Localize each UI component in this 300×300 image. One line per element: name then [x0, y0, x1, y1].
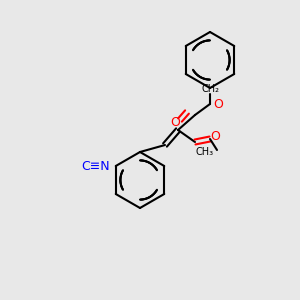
Text: CH₂: CH₂ — [201, 84, 219, 94]
Text: CH₃: CH₃ — [196, 147, 214, 157]
Text: O: O — [170, 116, 180, 130]
Text: O: O — [213, 98, 223, 110]
Text: O: O — [210, 130, 220, 143]
Text: C≡N: C≡N — [81, 160, 110, 172]
